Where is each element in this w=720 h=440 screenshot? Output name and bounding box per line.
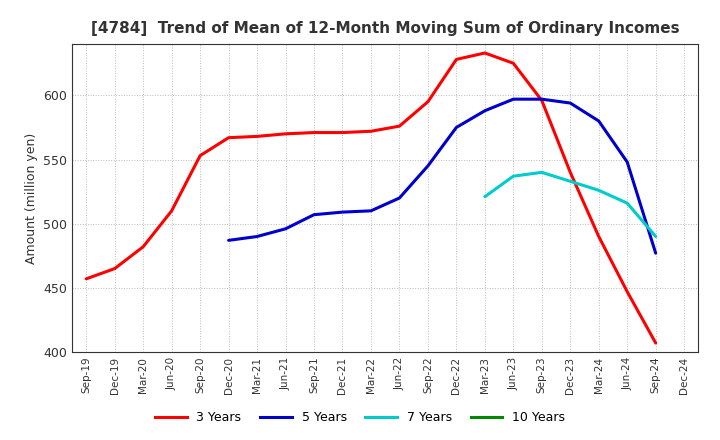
5 Years	[423, 163, 432, 169]
Y-axis label: Amount (million yen): Amount (million yen)	[24, 132, 37, 264]
3 Years	[480, 50, 489, 55]
5 Years	[338, 209, 347, 215]
5 Years	[623, 159, 631, 165]
3 Years	[452, 57, 461, 62]
Line: 5 Years: 5 Years	[229, 99, 656, 253]
5 Years	[480, 108, 489, 114]
5 Years	[652, 250, 660, 256]
5 Years	[253, 234, 261, 239]
Line: 7 Years: 7 Years	[485, 172, 656, 237]
5 Years	[566, 100, 575, 106]
7 Years	[623, 201, 631, 206]
5 Years	[225, 238, 233, 243]
3 Years	[110, 266, 119, 271]
3 Years	[225, 135, 233, 140]
7 Years	[537, 170, 546, 175]
3 Years	[566, 170, 575, 175]
3 Years	[652, 341, 660, 346]
5 Years	[310, 212, 318, 217]
5 Years	[509, 96, 518, 102]
5 Years	[395, 195, 404, 201]
3 Years	[253, 134, 261, 139]
5 Years	[595, 118, 603, 124]
3 Years	[338, 130, 347, 135]
3 Years	[537, 98, 546, 103]
5 Years	[366, 208, 375, 213]
3 Years	[167, 208, 176, 213]
7 Years	[652, 234, 660, 239]
3 Years	[623, 289, 631, 294]
3 Years	[509, 61, 518, 66]
5 Years	[282, 226, 290, 231]
7 Years	[480, 194, 489, 199]
3 Years	[310, 130, 318, 135]
7 Years	[595, 188, 603, 193]
Legend: 3 Years, 5 Years, 7 Years, 10 Years: 3 Years, 5 Years, 7 Years, 10 Years	[150, 407, 570, 429]
3 Years	[595, 234, 603, 239]
Line: 3 Years: 3 Years	[86, 53, 656, 343]
3 Years	[82, 276, 91, 282]
3 Years	[196, 153, 204, 158]
5 Years	[537, 96, 546, 102]
3 Years	[366, 128, 375, 134]
3 Years	[139, 244, 148, 249]
3 Years	[395, 124, 404, 129]
3 Years	[282, 131, 290, 136]
5 Years	[452, 125, 461, 130]
3 Years	[423, 99, 432, 104]
Title: [4784]  Trend of Mean of 12-Month Moving Sum of Ordinary Incomes: [4784] Trend of Mean of 12-Month Moving …	[91, 21, 680, 36]
7 Years	[566, 179, 575, 184]
7 Years	[509, 173, 518, 179]
